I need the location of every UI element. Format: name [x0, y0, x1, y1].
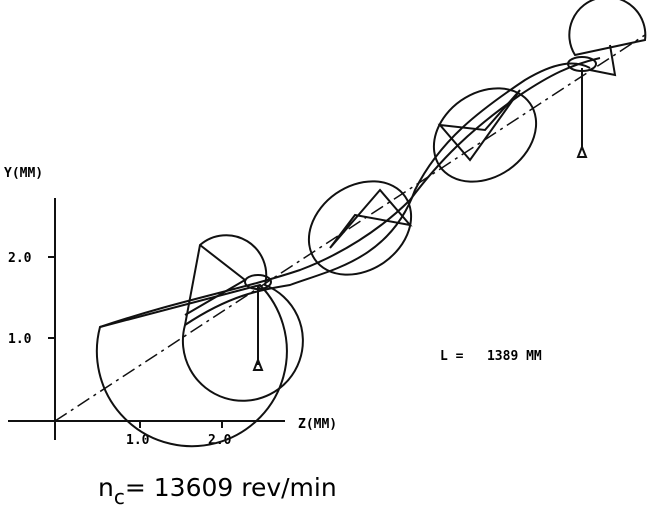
caption-symbol: n — [98, 473, 114, 502]
caption: nc= 13609 rev/min — [98, 473, 337, 509]
support — [252, 357, 264, 371]
mode-shape — [437, 89, 521, 162]
orbit — [307, 180, 413, 276]
caption-text: = 13609 rev/min — [125, 473, 337, 502]
y-axis-label: Y(MM) — [4, 166, 43, 181]
y-tick-label: 2.0 — [8, 251, 32, 266]
orbit — [432, 87, 538, 183]
mode-shape — [329, 188, 413, 249]
deflection — [184, 62, 591, 326]
mode-shape — [184, 244, 247, 316]
z-tick-label: 2.0 — [208, 433, 232, 448]
z-axis-label: Z(MM) — [298, 417, 337, 432]
annotation: L = 1389 MM — [440, 349, 542, 364]
mode-shape — [589, 44, 617, 77]
y-tick-label: 1.0 — [8, 332, 32, 347]
centre-line — [54, 34, 646, 422]
orbit — [95, 283, 288, 448]
caption-subscript: c — [114, 485, 125, 509]
z-tick-label: 1.0 — [126, 433, 150, 448]
orbit — [181, 234, 304, 402]
support — [576, 144, 588, 158]
orbit — [568, 0, 647, 57]
